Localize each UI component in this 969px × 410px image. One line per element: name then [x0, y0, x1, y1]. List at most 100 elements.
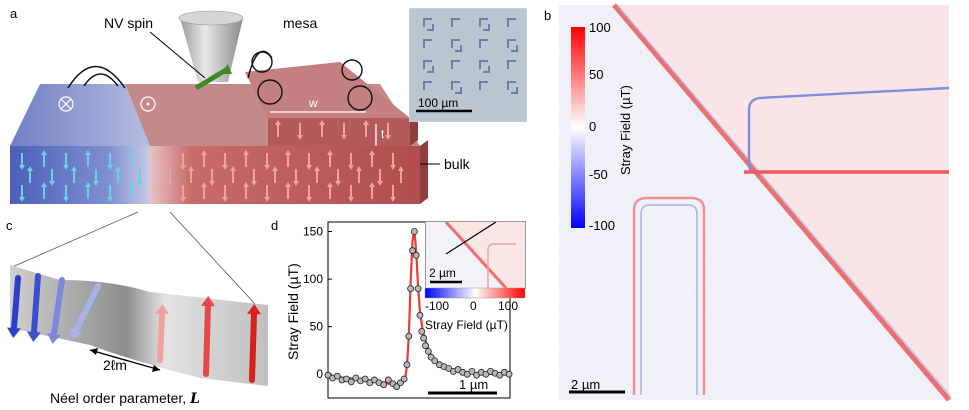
spin-up-arrow — [275, 120, 281, 137]
neel-vector-arrow — [27, 273, 41, 342]
spin-up-arrow — [285, 182, 291, 199]
data-point — [407, 285, 415, 292]
mesa-array-pattern — [416, 18, 518, 113]
mesa-pattern-mark — [423, 18, 432, 27]
spin-down-arrow — [222, 153, 228, 170]
spin-up-arrow — [363, 120, 369, 137]
neel-vector-arrow — [7, 275, 21, 338]
data-point — [412, 251, 420, 259]
data-point — [418, 328, 426, 335]
mesa-pattern-mark — [479, 18, 488, 27]
spin-up-arrow — [369, 150, 375, 167]
data-point — [380, 381, 388, 389]
neel-vector-arrow — [247, 304, 261, 383]
spin-down-arrow — [306, 185, 312, 202]
spin-down-arrow — [348, 185, 354, 202]
data-point — [333, 372, 341, 380]
colorbar-label: Stray Field (µT) — [618, 85, 633, 175]
data-point — [361, 375, 369, 383]
spin-down-arrow — [390, 185, 396, 202]
colorbar-tick-0: 0 — [589, 119, 597, 134]
data-point — [420, 334, 428, 342]
wall-width-label: 2ℓm — [103, 357, 127, 373]
spin-up-arrow — [159, 150, 165, 167]
neel-caption-text: Néel order parameter, — [50, 390, 187, 406]
mesa-pattern-mark — [423, 39, 432, 48]
data-point — [409, 247, 416, 254]
y-tick-label: 150 — [303, 225, 323, 239]
spin-up-arrow — [230, 166, 236, 183]
spin-up-arrow — [27, 166, 33, 183]
plot-scale-label: 1 µm — [459, 377, 489, 392]
mesa-pattern-mark — [451, 81, 460, 90]
spin-down-arrow — [348, 153, 354, 170]
bulk-front-blue — [10, 146, 150, 204]
mesa-pattern-mark — [507, 18, 516, 27]
data-point — [416, 311, 424, 319]
mesa-pattern-mark — [423, 81, 432, 90]
mesa-pattern-mark — [479, 60, 488, 69]
inset-cbar-tick-min: -100 — [425, 299, 450, 313]
spin-down-arrow — [385, 123, 391, 140]
spin-down-arrow — [167, 169, 173, 186]
spin-down-arrow — [19, 185, 25, 202]
neel-caption-symbol: L — [190, 391, 200, 407]
data-point — [347, 378, 355, 386]
data-point — [468, 367, 476, 375]
spin-up-arrow — [129, 182, 135, 199]
panel-b-letter: b — [544, 8, 552, 23]
spin-down-arrow — [390, 153, 396, 170]
neel-vector-arrow — [201, 296, 215, 377]
panel-a-illustration — [10, 10, 440, 204]
data-point — [405, 332, 413, 340]
spin-down-arrow — [180, 153, 186, 170]
spin-up-arrow — [71, 166, 77, 183]
mesa-top — [245, 62, 410, 118]
spin-up-arrow — [285, 150, 291, 167]
spin-up-arrow — [398, 166, 404, 183]
spin-up-arrow — [85, 150, 91, 167]
spin-down-arrow — [137, 169, 143, 186]
spin-down-arrow — [222, 185, 228, 202]
spin-down-arrow — [107, 153, 113, 170]
colorbar-tick-minus-50: -50 — [589, 167, 608, 182]
spin-down-arrow — [93, 169, 99, 186]
spin-up-arrow — [356, 166, 362, 183]
mesa-pattern-mark — [451, 39, 460, 48]
y-axis-label: Stray Field (µT) — [285, 263, 301, 360]
inset-colorbar — [424, 287, 526, 299]
spin-down-arrow — [19, 153, 25, 170]
spin-up-arrow — [201, 182, 207, 199]
spin-down-arrow — [63, 185, 69, 202]
width-label: w — [309, 96, 318, 110]
mesa-pattern-mark — [423, 60, 432, 69]
domain-out-icon — [58, 96, 74, 112]
colorbar-tick-50: 50 — [589, 67, 604, 82]
spin-up-arrow — [243, 182, 249, 199]
data-point — [414, 285, 422, 292]
neel-vector-arrow — [47, 277, 65, 344]
spin-up-arrow — [327, 182, 333, 199]
spin-down-arrow — [63, 153, 69, 170]
mesa-pattern-mark — [507, 60, 516, 69]
spin-down-arrow — [335, 169, 341, 186]
spin-up-arrow — [369, 182, 375, 199]
mesa-pattern-mark — [479, 39, 488, 48]
mesa-pattern-mark — [451, 60, 460, 69]
domain-in-icon — [140, 96, 156, 112]
inset-scale-label-d: 2 µm — [429, 266, 456, 280]
mesa-pattern-mark — [507, 81, 516, 90]
inset-cbar-tick-zero: 0 — [470, 299, 477, 313]
spin-down-arrow — [251, 169, 257, 186]
spin-down-arrow — [107, 185, 113, 202]
mesa-array-inset: 100 µm — [409, 8, 527, 122]
y-tick-label: 100 — [303, 272, 323, 286]
inset-cbar-tick-max: 100 — [498, 299, 519, 313]
spin-up-arrow — [41, 150, 47, 167]
spin-up-arrow — [129, 150, 135, 167]
spin-up-arrow — [41, 182, 47, 199]
neel-order-illustration — [7, 211, 269, 386]
spin-down-arrow — [49, 169, 55, 186]
spin-down-arrow — [341, 123, 347, 140]
spin-up-arrow — [314, 166, 320, 183]
